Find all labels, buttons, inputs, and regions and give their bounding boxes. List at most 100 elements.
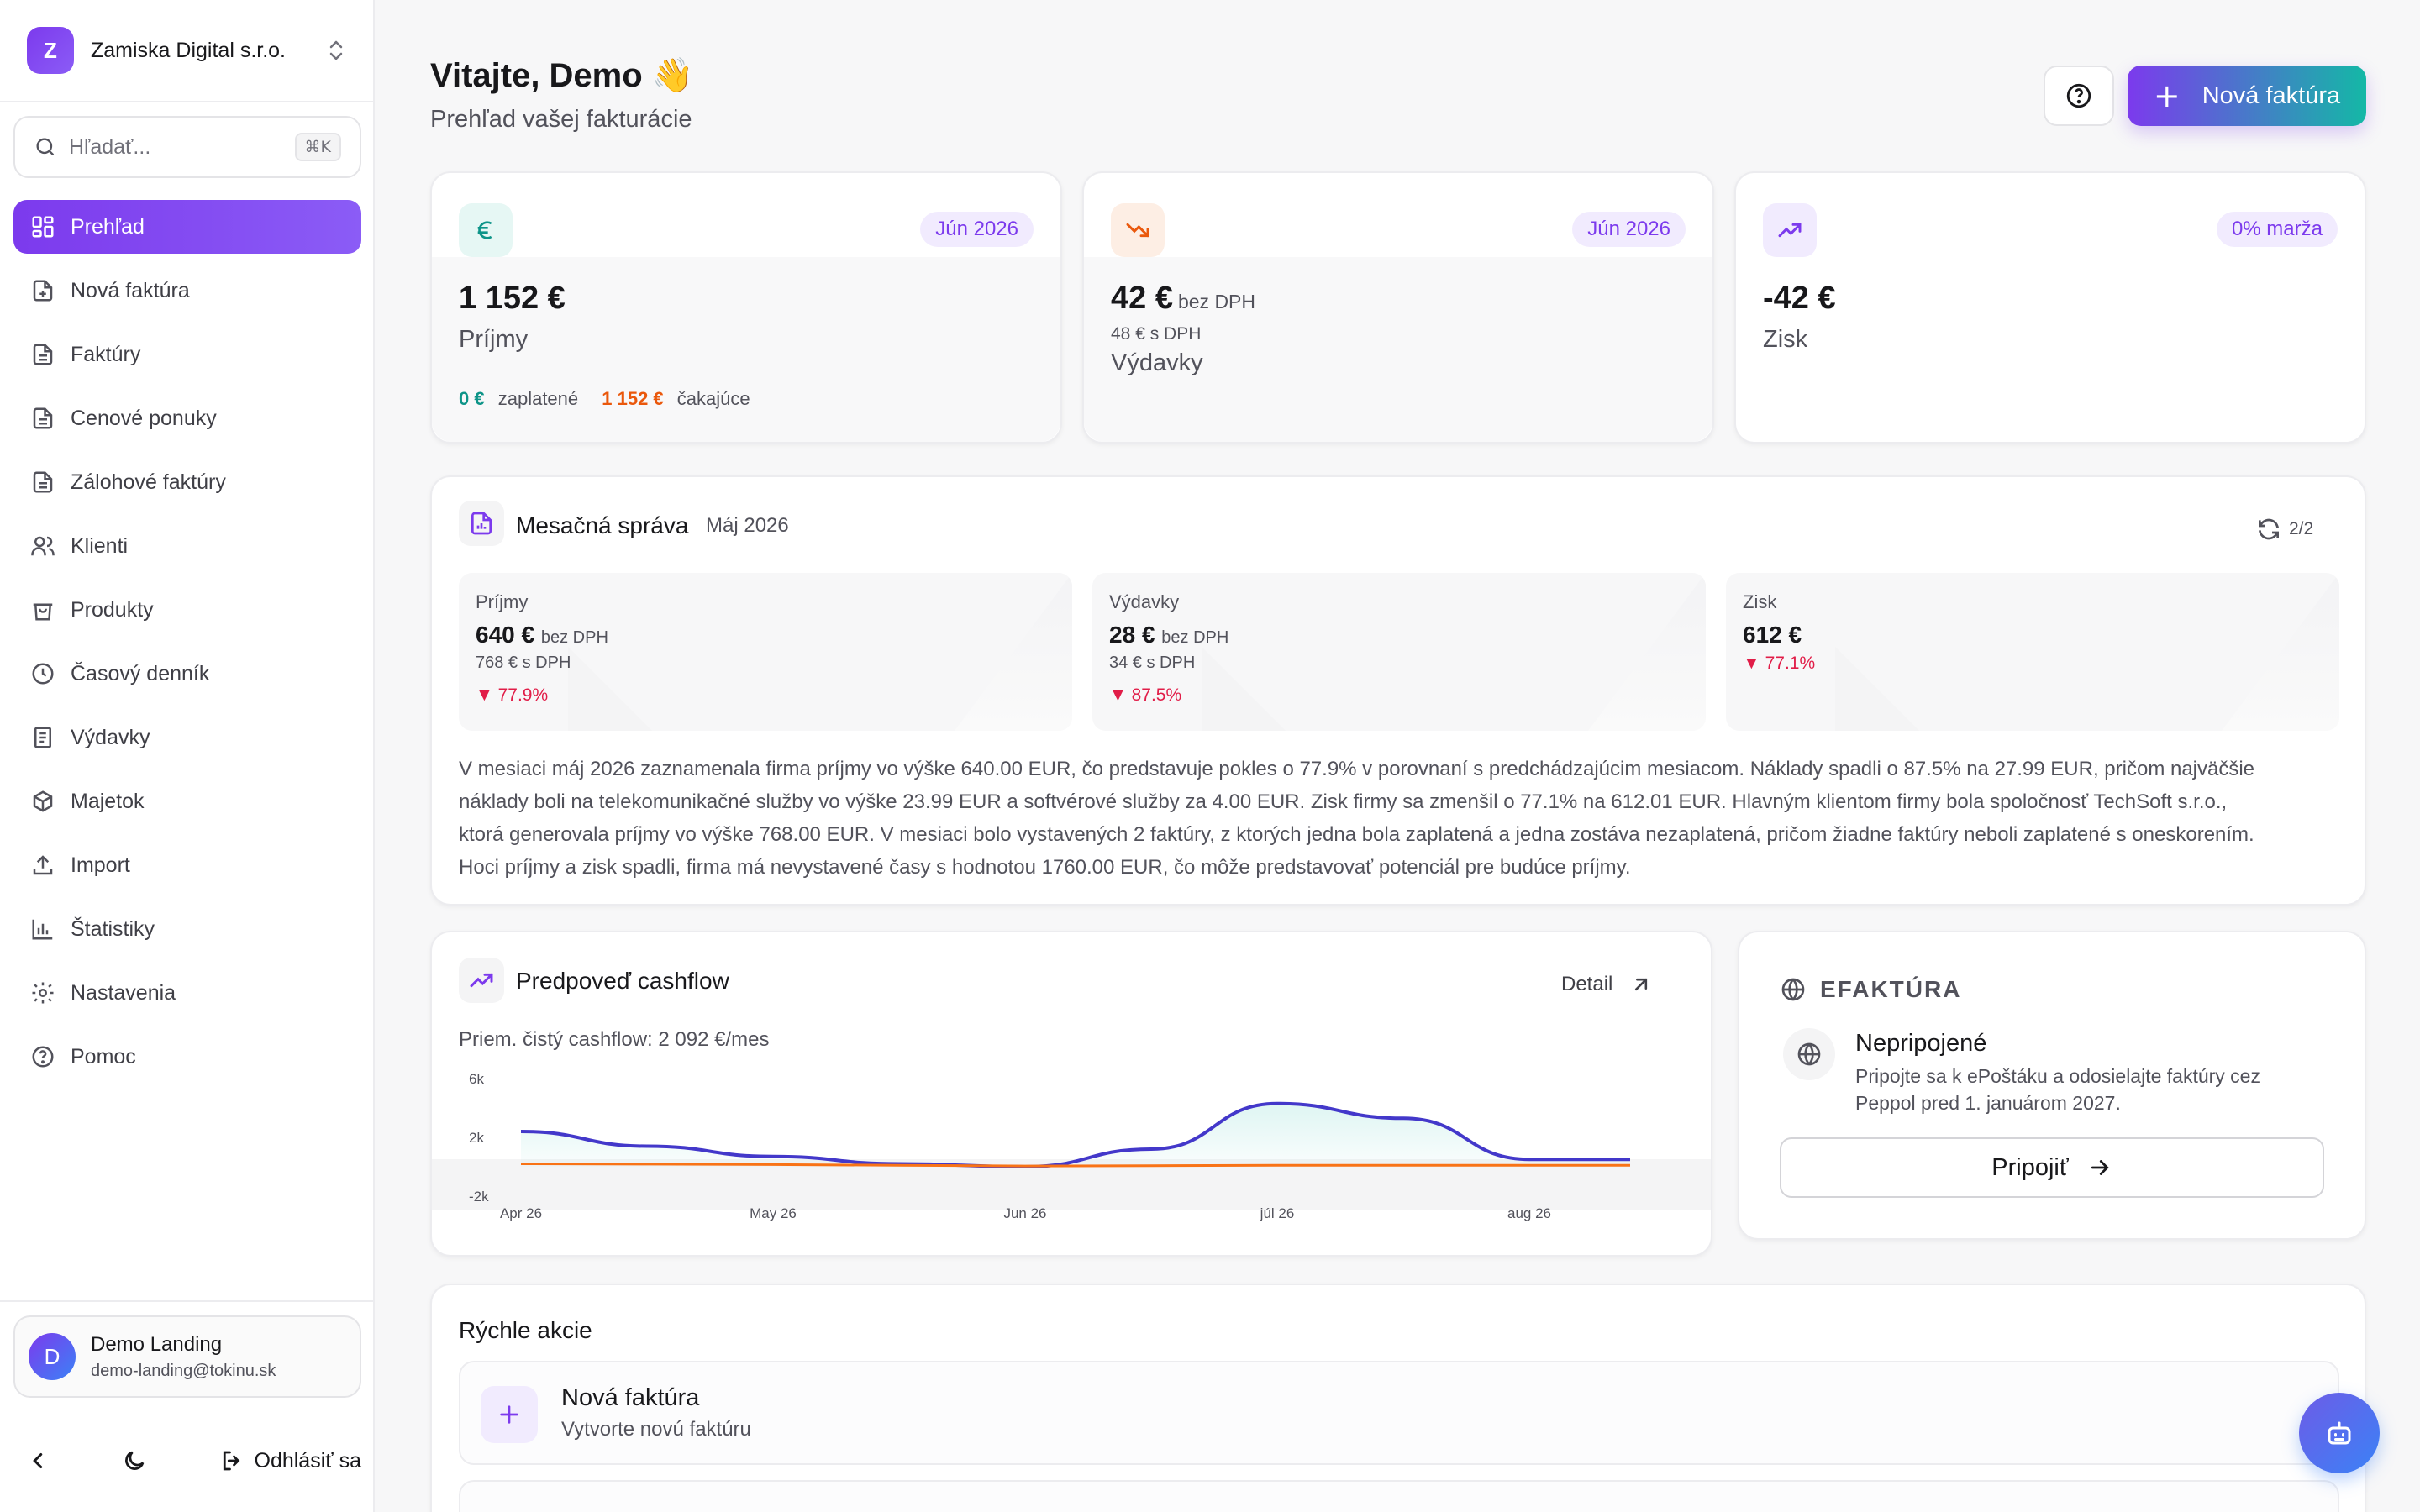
y-tick-label: 2k — [469, 1130, 484, 1146]
sidebar-item-label: Nová faktúra — [71, 278, 190, 302]
quick-action-new-invoice[interactable]: Nová faktúra Vytvorte novú faktúru — [459, 1361, 2339, 1465]
quick-actions-title: Rýchle akcie — [459, 1317, 592, 1343]
metric-sub: 768 € s DPH — [476, 654, 571, 672]
detail-label: Detail — [1561, 973, 1613, 995]
globe-icon — [1783, 1028, 1835, 1080]
sidebar-item-label: Majetok — [71, 789, 145, 813]
sidebar-item-label: Časový denník — [71, 661, 210, 685]
new-invoice-label: Nová faktúra — [2202, 81, 2341, 109]
sidebar-item-label: Faktúry — [71, 342, 141, 366]
connect-button[interactable]: Pripojiť — [1780, 1137, 2324, 1198]
search-input[interactable]: Hľadať... ⌘K — [13, 116, 361, 178]
sidebar-item-import[interactable]: Import — [13, 838, 361, 892]
metric-label: Výdavky — [1109, 591, 1180, 612]
org-avatar: Z — [27, 27, 74, 74]
refresh-icon — [2259, 518, 2279, 540]
connect-label: Pripojiť — [1991, 1153, 2069, 1181]
sidebar-item-casovy-dennik[interactable]: Časový denník — [13, 647, 361, 701]
page-subtitle: Prehľad vašej fakturácie — [430, 106, 692, 133]
file-text-icon — [33, 344, 53, 365]
divider — [0, 1300, 375, 1302]
sidebar-item-klienti[interactable]: Klienti — [13, 519, 361, 573]
sidebar-item-nova-faktura[interactable]: Nová faktúra — [13, 264, 361, 318]
profit-label: Zisk — [1763, 326, 1808, 353]
monthly-summary: V mesiaci máj 2026 zaznamenala firma prí… — [459, 758, 2255, 879]
sidebar-item-label: Prehľad — [71, 214, 145, 239]
bot-icon — [2328, 1421, 2351, 1445]
income-value: 1 152 € — [459, 281, 566, 316]
page-title: Vitajte, Demo 👋 — [430, 57, 694, 94]
forecast-area — [521, 1103, 1630, 1167]
logout-button[interactable]: Odhlásiť sa — [219, 1448, 362, 1473]
logout-label: Odhlásiť sa — [254, 1448, 362, 1473]
chevron-left-icon[interactable] — [25, 1448, 50, 1473]
search-shortcut: ⌘K — [294, 133, 341, 161]
x-tick-label: May 26 — [750, 1205, 797, 1221]
arrow-right-icon — [2091, 1160, 2109, 1175]
clock-icon — [32, 663, 54, 685]
monthly-report-title: Mesačná správa — [516, 512, 689, 538]
cashflow-detail-link[interactable]: Detail — [1561, 973, 1653, 996]
metric-label: Zisk — [1743, 591, 1777, 612]
paid-value: 0 € — [459, 388, 485, 409]
metric-change: ▼ 77.9% — [476, 685, 549, 705]
sidebar-item-produkty[interactable]: Produkty — [13, 583, 361, 637]
expenses-value-suffix: bez DPH — [1177, 291, 1256, 312]
efaktura-title: EFAKTÚRA — [1820, 976, 1962, 1002]
metric-change: ▼ 87.5% — [1109, 685, 1182, 705]
sidebar-nav: Prehľad Nová faktúra Faktúry Cenové ponu… — [13, 200, 361, 1094]
bar-chart-icon — [32, 919, 53, 940]
quick-action-sub: Vytvorte novú faktúru — [561, 1418, 751, 1441]
help-button[interactable] — [2044, 66, 2114, 126]
sidebar-item-label: Zálohové faktúry — [71, 470, 226, 494]
expenses-card: Jún 2026 42 € bez DPH 48 € s DPH Výdavky — [1082, 171, 1714, 444]
margin-badge: 0% marža — [2216, 212, 2338, 247]
search-placeholder: Hľadať... — [69, 134, 151, 159]
dashboard-icon — [32, 216, 54, 238]
sidebar-item-label: Nastavenia — [71, 980, 176, 1005]
org-switcher[interactable]: Z Zamiska Digital s.r.o. — [27, 25, 346, 76]
avatar: D — [29, 1333, 76, 1380]
income-label: Príjmy — [459, 326, 529, 353]
ai-assistant-button[interactable] — [2299, 1393, 2380, 1473]
sidebar-item-nastavenia[interactable]: Nastavenia — [13, 966, 361, 1020]
x-tick-label: Jun 26 — [1003, 1205, 1046, 1221]
sidebar-item-label: Cenové ponuky — [71, 406, 217, 430]
sidebar-item-vydavky[interactable]: Výdavky — [13, 711, 361, 764]
pending-value: 1 152 € — [602, 388, 664, 409]
metric-value: 28 € — [1109, 622, 1155, 648]
x-tick-label: Apr 26 — [500, 1205, 542, 1221]
pager[interactable]: 2/2 — [2255, 516, 2313, 543]
period-badge: Jún 2026 — [1572, 212, 1686, 247]
file-chart-icon — [459, 501, 504, 546]
trending-up-icon — [1763, 203, 1817, 257]
sidebar-item-label: Klienti — [71, 533, 129, 558]
help-circle-icon — [2066, 83, 2091, 108]
sidebar-item-statistiky[interactable]: Štatistiky — [13, 902, 361, 956]
sidebar-item-majetok[interactable]: Majetok — [13, 774, 361, 828]
plus-icon: + — [2153, 77, 2181, 114]
sidebar-item-zalohove-faktury[interactable]: Zálohové faktúry — [13, 455, 361, 509]
sidebar-item-faktury[interactable]: Faktúry — [13, 328, 361, 381]
user-card[interactable]: D Demo Landing demo-landing@tokinu.sk — [13, 1315, 361, 1398]
sidebar-item-label: Import — [71, 853, 130, 877]
logout-icon — [223, 1451, 239, 1471]
sidebar-item-prehlad[interactable]: Prehľad — [13, 200, 361, 254]
user-name: Demo Landing — [91, 1332, 223, 1356]
pending-label: čakajúce — [676, 388, 750, 409]
moon-icon[interactable] — [122, 1448, 147, 1473]
period-badge: Jún 2026 — [920, 212, 1034, 247]
file-text-icon — [33, 407, 53, 429]
y-tick-label: -2k — [469, 1189, 489, 1205]
metric-sub: 34 € s DPH — [1109, 654, 1196, 672]
sidebar-item-pomoc[interactable]: Pomoc — [13, 1030, 361, 1084]
sidebar-item-cenove-ponuky[interactable]: Cenové ponuky — [13, 391, 361, 445]
efaktura-desc: Peppol pred 1. januárom 2027. — [1855, 1092, 2121, 1114]
new-invoice-button[interactable]: + Nová faktúra — [2128, 66, 2366, 126]
gear-icon — [32, 982, 54, 1004]
monthly-report-period: Máj 2026 — [706, 514, 789, 537]
paid-label: zaplatené — [497, 388, 579, 409]
quick-action-item[interactable] — [459, 1480, 2339, 1512]
net-cashflow-line — [520, 1101, 1630, 1169]
income-card: Jún 2026 1 152 € Príjmy 0 € zaplatené 1 … — [430, 171, 1062, 444]
